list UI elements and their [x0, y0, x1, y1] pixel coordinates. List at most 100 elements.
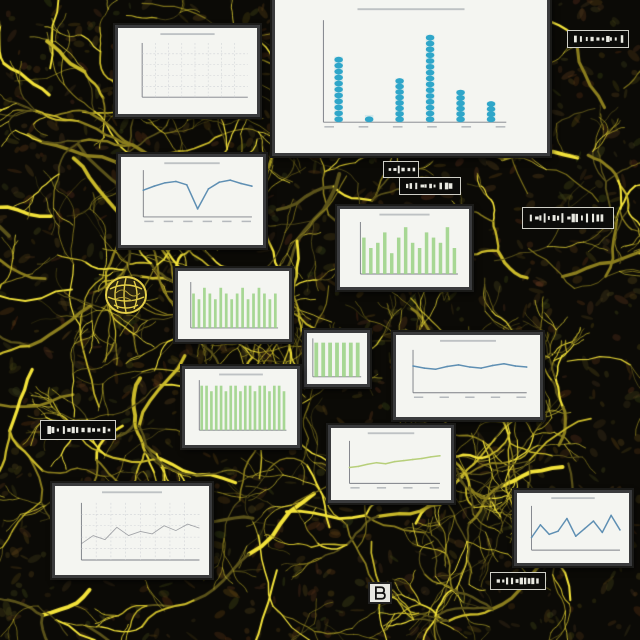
bar	[456, 90, 465, 123]
tag-glyph-mark	[591, 213, 595, 223]
tag-glyph-mark	[529, 214, 532, 222]
tag-glyph-mark	[47, 425, 51, 435]
data-point	[412, 365, 414, 367]
label-tag-bottom-right	[490, 572, 546, 590]
data-point	[601, 531, 604, 534]
bar-segment	[425, 40, 435, 47]
bar-segment	[425, 116, 435, 123]
grid-chart-panel-top-left[interactable]	[115, 25, 260, 117]
data-point	[421, 457, 423, 460]
data-point	[251, 185, 253, 187]
bar-segment	[334, 116, 343, 123]
tag-glyph-mark	[409, 183, 413, 189]
data-point	[525, 366, 528, 368]
bar-segment	[334, 110, 343, 117]
tag-glyph-mark	[523, 577, 527, 585]
rising-line-chart	[348, 432, 441, 489]
bar-segment	[395, 116, 404, 123]
jagged-chart-panel[interactable]	[514, 490, 632, 566]
tag-glyph-mark	[580, 215, 583, 221]
bar	[243, 385, 247, 431]
bar-segment	[395, 94, 404, 101]
bar	[200, 385, 204, 431]
bar-segment	[334, 56, 343, 63]
tag-glyph-mark	[433, 184, 436, 188]
bar-segment	[486, 111, 496, 118]
data-point	[480, 367, 483, 369]
bar	[214, 385, 218, 431]
bar	[410, 242, 415, 274]
blue-bar-chart	[322, 8, 507, 128]
bar	[268, 299, 272, 328]
bar	[425, 34, 435, 123]
chart-title-scribble	[367, 432, 415, 435]
grid-chart-panel-bottom-left[interactable]	[52, 483, 212, 578]
bar	[208, 293, 212, 328]
bar-segment	[425, 75, 435, 82]
chart-title-scribble	[551, 497, 595, 500]
tag-glyph-mark	[97, 428, 101, 432]
bar	[395, 78, 404, 123]
green-bar-chart-panel-mid[interactable]	[337, 206, 472, 290]
data-point	[583, 527, 586, 530]
tag-glyph-mark	[393, 168, 397, 171]
curve-chart-panel[interactable]	[118, 154, 266, 248]
bar	[272, 385, 276, 431]
green-bar-chart-panel-lower[interactable]	[182, 366, 300, 448]
tag-glyph-mark	[51, 426, 55, 434]
bar-segment	[425, 52, 435, 59]
bar	[438, 242, 443, 274]
small-green-chart-panel[interactable]	[304, 330, 370, 387]
tag-glyph-mark	[579, 36, 582, 42]
x-tick-label	[429, 487, 439, 489]
bar-segment	[425, 81, 435, 88]
bar-segment	[334, 74, 343, 81]
bar	[362, 237, 366, 274]
bar	[334, 56, 343, 123]
bar-segment	[425, 110, 435, 117]
data-point	[434, 368, 437, 371]
data-point	[491, 364, 494, 367]
bar	[282, 391, 286, 431]
bar	[210, 391, 213, 431]
data-point	[530, 536, 533, 539]
bar	[213, 299, 217, 328]
data-point	[557, 530, 559, 532]
bar	[263, 385, 266, 431]
bar	[205, 385, 208, 431]
bar	[263, 293, 266, 328]
tag-glyph-mark	[590, 36, 594, 42]
tag-glyph-mark	[527, 578, 531, 584]
green-bar-chart-panel-left[interactable]	[175, 268, 292, 342]
bar	[452, 248, 457, 274]
jagged-line-chart	[530, 497, 621, 551]
label-tag-center-second	[399, 177, 461, 195]
data-point	[218, 181, 221, 183]
bar-segment	[395, 89, 404, 95]
bar-segment	[425, 63, 435, 70]
large-bar-chart-panel[interactable]	[272, 0, 550, 156]
data-point	[503, 363, 505, 365]
tag-glyph-mark	[62, 426, 65, 434]
data-point	[357, 465, 360, 468]
line-chart-panel-right[interactable]	[393, 332, 543, 420]
tag-glyph-mark	[406, 183, 409, 189]
tag-glyph-mark	[547, 216, 550, 220]
bar	[241, 287, 244, 328]
tag-glyph-mark	[429, 183, 432, 189]
bar	[335, 342, 339, 377]
tag-glyph-mark	[412, 167, 416, 172]
bar-segment	[334, 92, 343, 99]
line-chart-panel-mid[interactable]	[328, 425, 454, 503]
tag-glyph-mark	[561, 213, 564, 223]
tag-glyph-mark	[543, 213, 546, 223]
data-point	[375, 461, 378, 464]
tag-glyph-mark	[515, 579, 519, 583]
chart-title-scribble	[160, 33, 215, 36]
tag-glyph-mark	[439, 182, 443, 190]
data-point	[384, 462, 387, 465]
bar	[246, 299, 250, 328]
x-tick-label	[324, 126, 334, 128]
bar	[239, 391, 242, 431]
dip-line-chart	[142, 162, 253, 223]
